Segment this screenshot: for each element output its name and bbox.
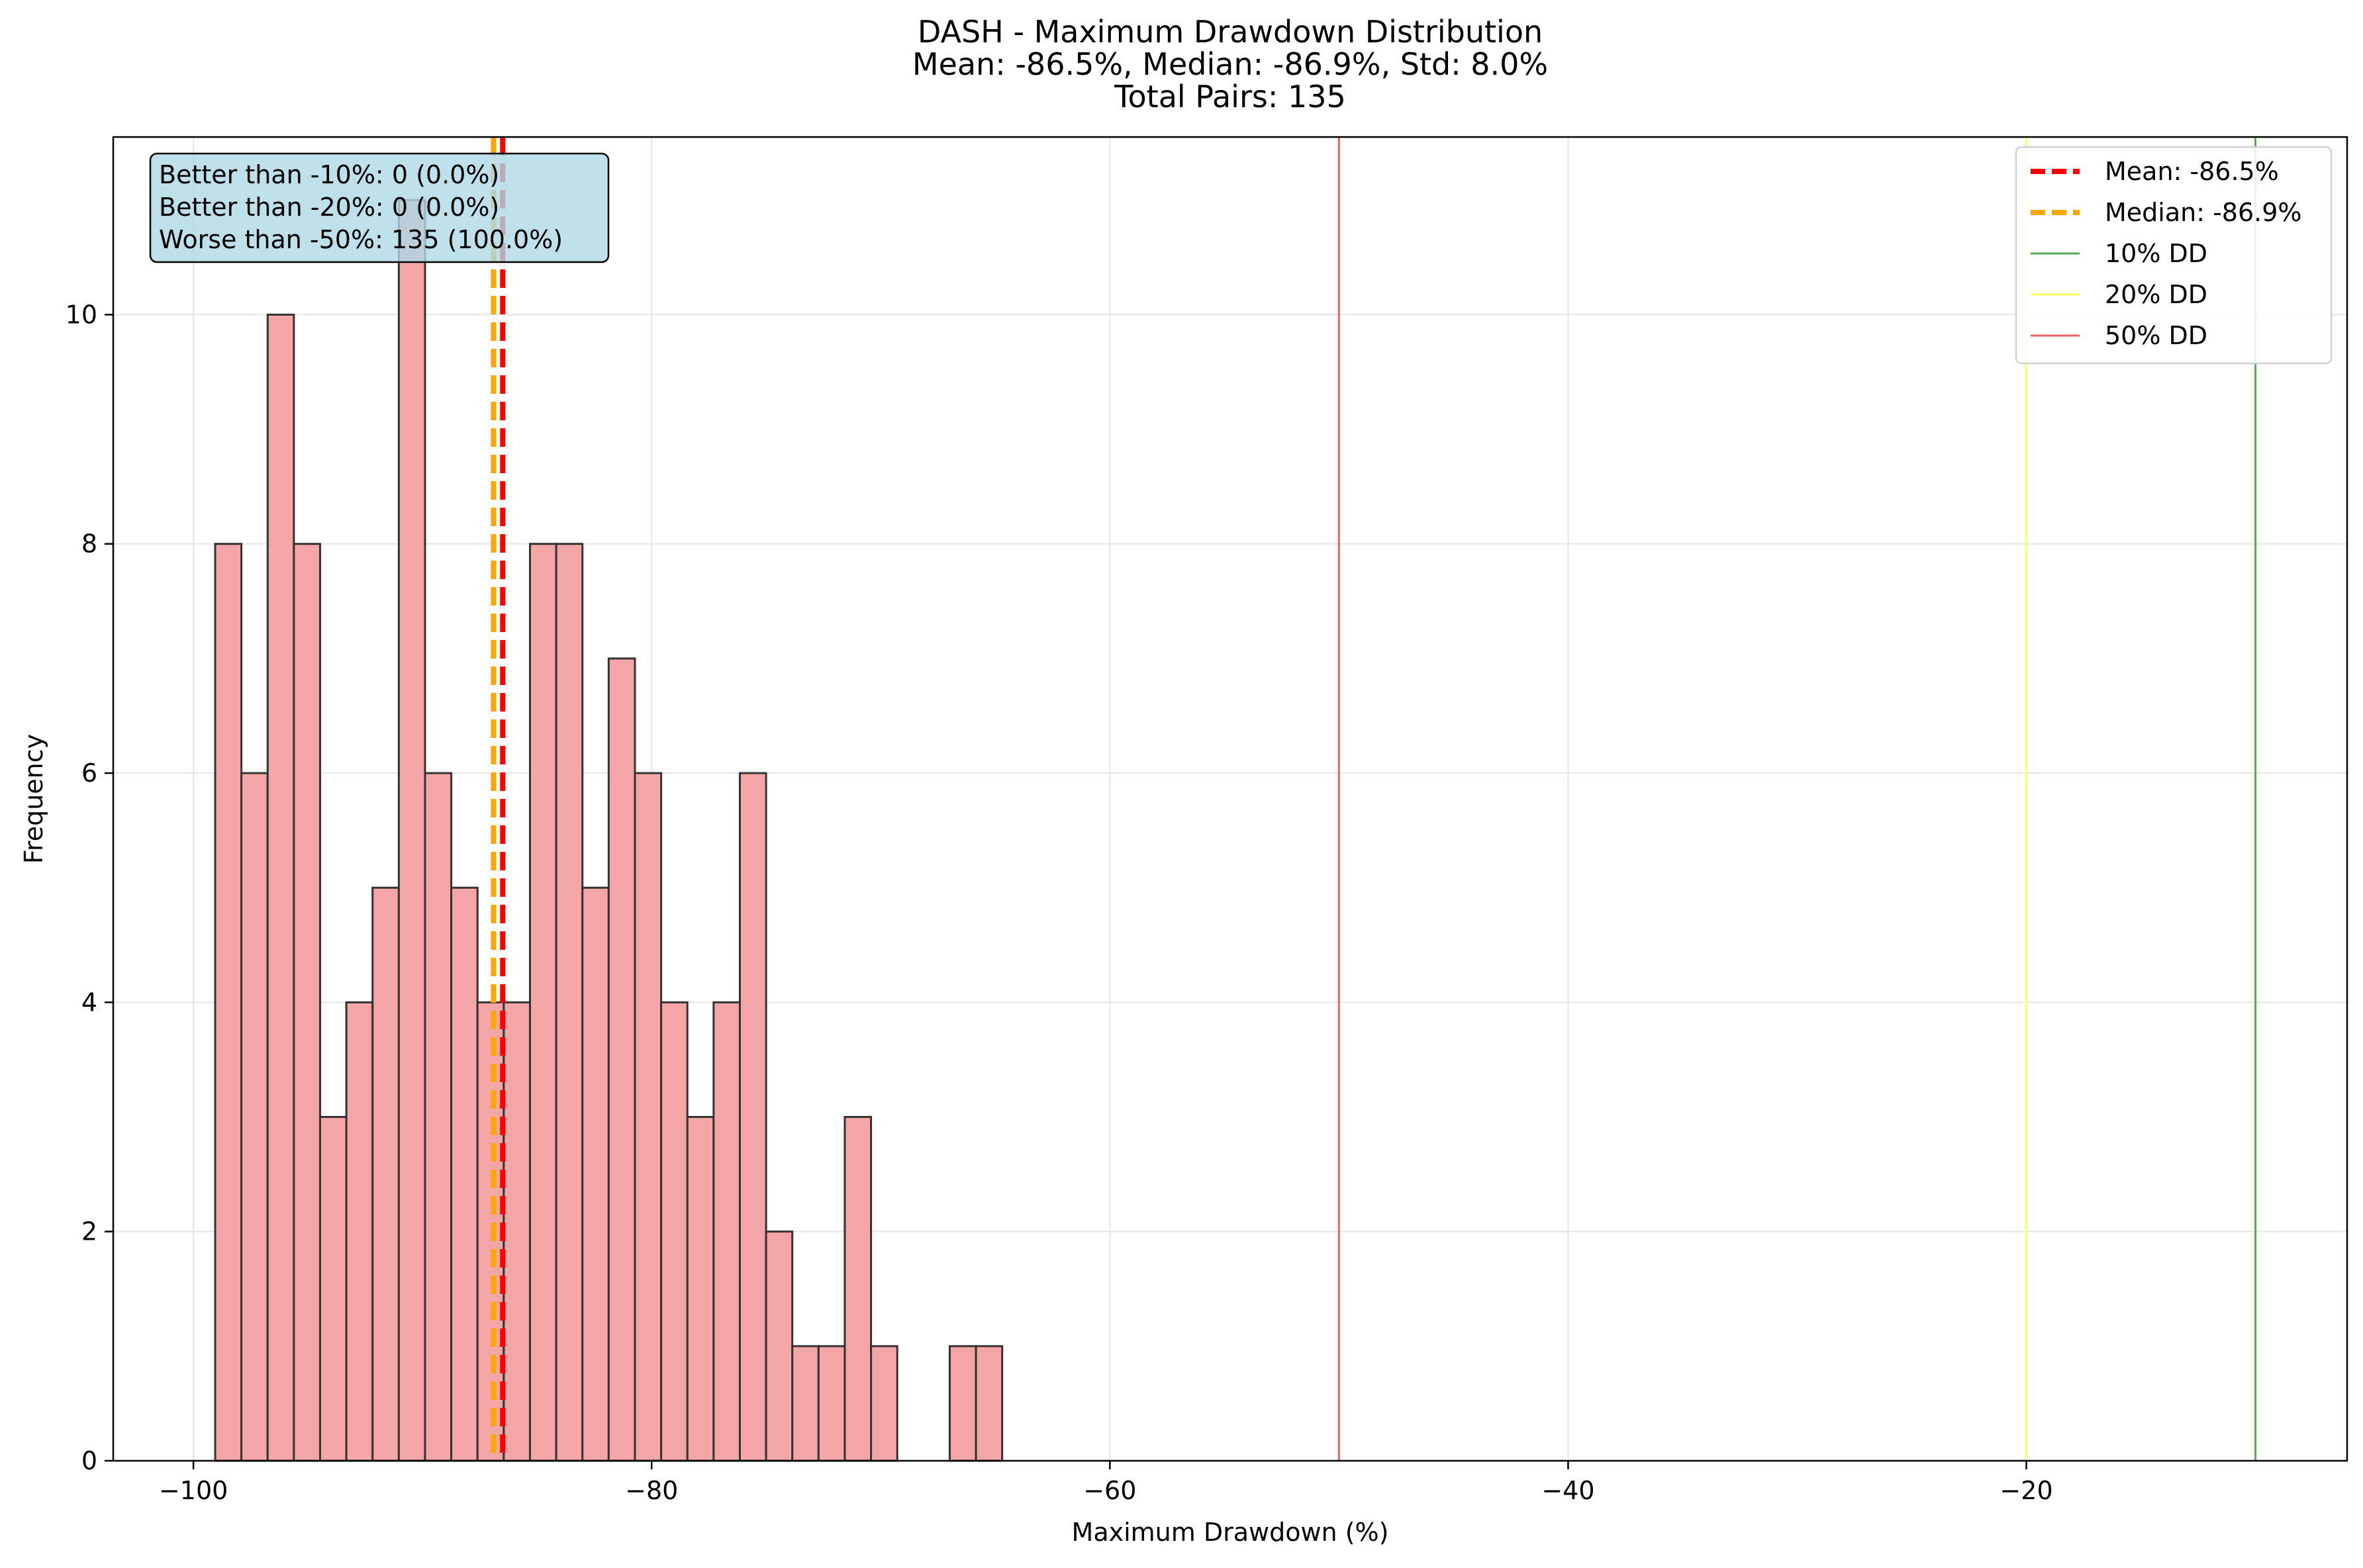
histogram-bar — [450, 886, 479, 1462]
histogram-bar — [397, 199, 426, 1462]
histogram-bar — [870, 1345, 898, 1462]
histogram-bars-layer — [214, 199, 1004, 1462]
chart-title: DASH - Maximum Drawdown DistributionMean… — [912, 14, 1548, 115]
histogram-bar — [240, 772, 269, 1462]
histogram-bar — [555, 543, 584, 1462]
stats-annotation-box: Better than -10%: 0 (0.0%) Better than -2… — [149, 152, 610, 263]
y-axis-label: Frequency — [19, 734, 48, 864]
y-tick-label: 2 — [81, 1217, 97, 1246]
histogram-bar — [293, 543, 321, 1462]
legend-label: Median: -86.9% — [2105, 198, 2302, 227]
x-tick-label: −40 — [1541, 1476, 1594, 1505]
mean-median-lines-layer — [491, 137, 506, 1461]
histogram-bar — [528, 543, 557, 1462]
legend: Mean: -86.5% Median: -86.9% 10% DD 20% DD 50… — [2015, 146, 2333, 365]
histogram-bar — [660, 1001, 689, 1462]
histogram-bar — [607, 657, 636, 1462]
title-line: Total Pairs: 135 — [1114, 79, 1346, 115]
histogram-bar — [371, 886, 400, 1462]
legend-label: Mean: -86.5% — [2105, 157, 2279, 186]
y-tick-label: 6 — [81, 759, 97, 788]
axis-ticks-layer: −100 −80 −60 −40 −20 0 2 4 6 8 10 — [66, 300, 2053, 1505]
histogram-bar — [266, 313, 295, 1462]
histogram-bar — [817, 1345, 846, 1462]
x-tick-label: −80 — [625, 1476, 678, 1505]
histogram-bar — [318, 1116, 348, 1462]
y-tick-label: 10 — [66, 300, 97, 329]
histogram-bar — [214, 543, 243, 1462]
histogram-bar — [791, 1345, 820, 1462]
histogram-bar — [476, 1001, 505, 1462]
histogram-bar — [765, 1230, 794, 1462]
histogram-bar — [948, 1345, 977, 1462]
stats-box-line: Better than -20%: 0 (0.0%) — [159, 193, 499, 222]
stats-box-line: Worse than -50%: 135 (100.0%) — [159, 225, 563, 254]
x-tick-label: −60 — [1083, 1476, 1136, 1505]
histogram-bar — [975, 1345, 1004, 1462]
histogram-bar — [503, 1001, 531, 1462]
x-axis-label: Maximum Drawdown (%) — [1072, 1518, 1389, 1547]
legend-frame — [2015, 146, 2333, 365]
legend-label: 20% DD — [2105, 280, 2207, 309]
title-line: Mean: -86.5%, Median: -86.9%, Std: 8.0% — [912, 46, 1548, 82]
y-tick-label: 8 — [81, 530, 97, 559]
histogram-bar — [738, 772, 767, 1462]
histogram-bar — [581, 886, 610, 1462]
histogram-bar — [712, 1001, 741, 1462]
stats-box-background — [149, 152, 610, 263]
histogram-bar — [686, 1116, 715, 1462]
legend-label: 10% DD — [2105, 239, 2207, 268]
histogram-bar — [634, 772, 663, 1462]
histogram-bar — [424, 772, 453, 1462]
stats-box-line: Better than -10%: 0 (0.0%) — [159, 160, 499, 189]
legend-label: 50% DD — [2105, 321, 2207, 350]
y-tick-label: 4 — [81, 988, 97, 1017]
title-line: DASH - Maximum Drawdown Distribution — [918, 14, 1543, 50]
x-tick-label: −100 — [159, 1476, 228, 1505]
histogram-bar — [844, 1116, 873, 1462]
x-tick-label: −20 — [2000, 1476, 2052, 1505]
histogram-bar — [345, 1001, 374, 1462]
y-tick-label: 0 — [81, 1446, 97, 1475]
plot-frame — [112, 136, 2348, 1462]
